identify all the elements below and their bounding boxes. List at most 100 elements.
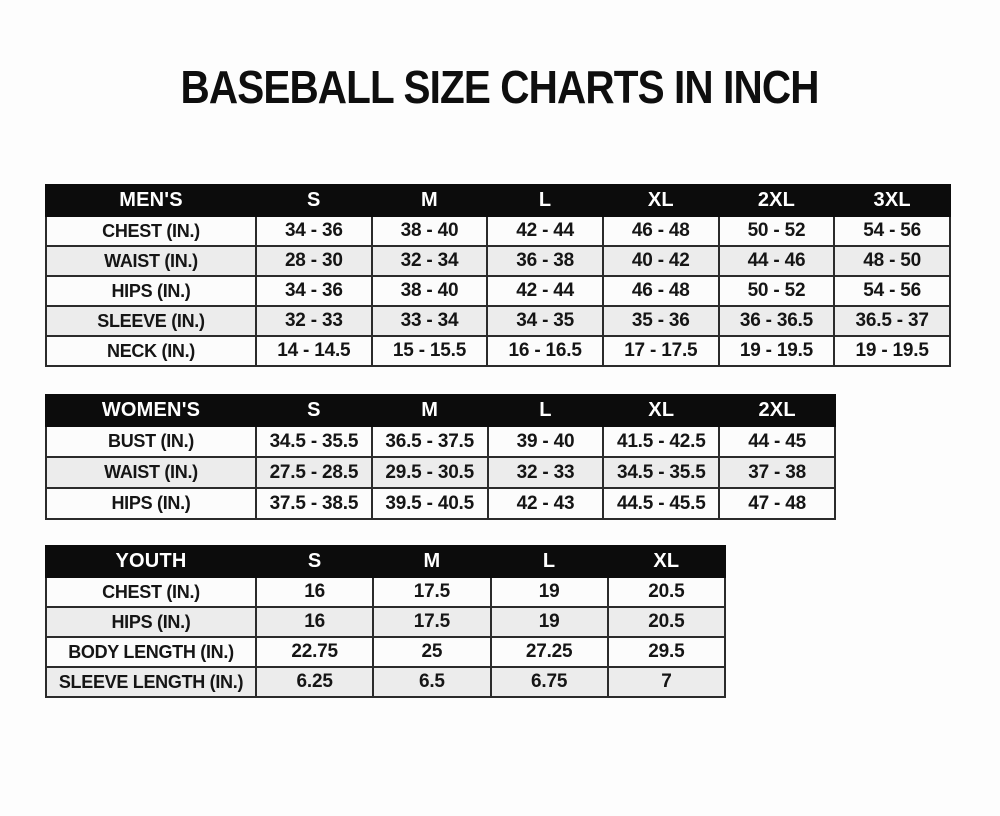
size-value-cell: 17.5 (372, 576, 492, 608)
size-value-cell: 6.5 (372, 666, 492, 698)
size-value-cell: 20.5 (606, 576, 727, 608)
size-value-cell: 44 - 46 (717, 245, 836, 277)
row-label: HIPS (IN.) (45, 606, 257, 638)
size-column-header: XL (602, 394, 721, 427)
size-column-header: M (370, 394, 489, 427)
table-row: CHEST (IN.) 16 17.5 19 20.5 (45, 576, 727, 608)
size-value-cell: 33 - 34 (370, 305, 489, 337)
size-value-cell: 17 - 17.5 (601, 335, 720, 367)
row-label: WAIST (IN.) (45, 456, 257, 489)
youth-size-table: YOUTH S M L XL CHEST (IN.) 16 17.5 19 20.5 HIPS (… (45, 545, 727, 698)
size-value-cell: 36 - 36.5 (717, 305, 836, 337)
table-row: WAIST (IN.) 27.5 - 28.5 29.5 - 30.5 32 - 33… (45, 456, 836, 489)
size-value-cell: 27.5 - 28.5 (255, 456, 373, 489)
size-value-cell: 34.5 - 35.5 (255, 425, 373, 458)
size-value-cell: 34.5 - 35.5 (602, 456, 721, 489)
size-value-cell: 42 - 44 (486, 215, 604, 247)
row-label: CHEST (IN.) (45, 215, 257, 247)
size-column-header: M (372, 545, 492, 578)
size-value-cell: 27.25 (489, 636, 609, 668)
size-value-cell: 6.75 (489, 666, 609, 698)
size-value-cell: 41.5 - 42.5 (602, 425, 721, 458)
table-row: WAIST (IN.) 28 - 30 32 - 34 36 - 38 40 - 42 4… (45, 245, 951, 277)
size-value-cell: 44.5 - 45.5 (602, 487, 721, 520)
size-value-cell: 37.5 - 38.5 (255, 487, 373, 520)
size-value-cell: 37 - 38 (718, 456, 836, 489)
table-row: BODY LENGTH (IN.) 22.75 25 27.25 29.5 (45, 636, 727, 668)
title-container: BASEBALL SIZE CHARTS IN INCH (0, 64, 1000, 110)
table-row: HIPS (IN.) 37.5 - 38.5 39.5 - 40.5 42 - 43 4… (45, 487, 836, 520)
table-row: SLEEVE LENGTH (IN.) 6.25 6.5 6.75 7 (45, 666, 727, 698)
size-value-cell: 54 - 56 (833, 275, 951, 307)
size-value-cell: 42 - 43 (486, 487, 605, 520)
table-row: CHEST (IN.) 34 - 36 38 - 40 42 - 44 46 - 48 5… (45, 215, 951, 247)
womens-table-header: WOMEN'S S M L XL 2XL (45, 394, 836, 427)
size-value-cell: 36 - 38 (486, 245, 604, 277)
size-column-header: M (370, 184, 489, 217)
size-column-header: 2XL (718, 394, 836, 427)
row-label: HIPS (IN.) (45, 487, 257, 520)
size-value-cell: 46 - 48 (601, 275, 720, 307)
row-label: WAIST (IN.) (45, 245, 257, 277)
size-value-cell: 19 (489, 576, 609, 608)
table-row: SLEEVE (IN.) 32 - 33 33 - 34 34 - 35 35 - 36… (45, 305, 951, 337)
size-value-cell: 19 (489, 606, 609, 638)
size-value-cell: 6.25 (254, 666, 375, 698)
size-value-cell: 16 - 16.5 (486, 335, 604, 367)
size-value-cell: 54 - 56 (833, 215, 951, 247)
page-title: BASEBALL SIZE CHARTS IN INCH (180, 61, 820, 113)
table-group-title-cell: WOMEN'S (45, 394, 257, 427)
table-row: HIPS (IN.) 34 - 36 38 - 40 42 - 44 46 - 48 50… (45, 275, 951, 307)
table-header-row: MEN'S S M L XL 2XL 3XL (45, 184, 951, 217)
size-value-cell: 32 - 34 (370, 245, 489, 277)
size-column-header: S (255, 184, 373, 217)
size-column-header: L (486, 184, 604, 217)
row-label: NECK (IN.) (45, 335, 257, 367)
size-column-header: S (255, 394, 373, 427)
size-charts-container: MEN'S S M L XL 2XL 3XL CHEST (IN.) 34 - 36 38 - … (45, 184, 1000, 698)
row-label: HIPS (IN.) (45, 275, 257, 307)
size-value-cell: 50 - 52 (717, 275, 836, 307)
size-column-header: 3XL (833, 184, 951, 217)
size-value-cell: 46 - 48 (601, 215, 720, 247)
size-value-cell: 40 - 42 (601, 245, 720, 277)
table-row: NECK (IN.) 14 - 14.5 15 - 15.5 16 - 16.5 17 … (45, 335, 951, 367)
size-value-cell: 39.5 - 40.5 (370, 487, 489, 520)
size-value-cell: 34 - 35 (486, 305, 604, 337)
size-value-cell: 14 - 14.5 (255, 335, 373, 367)
size-value-cell: 7 (606, 666, 727, 698)
size-value-cell: 34 - 36 (255, 275, 373, 307)
size-value-cell: 16 (254, 576, 375, 608)
youth-table-header: YOUTH S M L XL (45, 545, 727, 578)
size-value-cell: 36.5 - 37 (833, 305, 951, 337)
size-value-cell: 17.5 (372, 606, 492, 638)
size-column-header: XL (606, 545, 727, 578)
mens-size-table: MEN'S S M L XL 2XL 3XL CHEST (IN.) 34 - 36 38 - … (45, 184, 951, 367)
size-column-header: L (489, 545, 609, 578)
row-label: BUST (IN.) (45, 425, 257, 458)
size-value-cell: 25 (372, 636, 492, 668)
row-label: BODY LENGTH (IN.) (45, 636, 257, 668)
size-column-header: 2XL (717, 184, 836, 217)
size-value-cell: 19 - 19.5 (833, 335, 951, 367)
size-value-cell: 35 - 36 (601, 305, 720, 337)
size-value-cell: 50 - 52 (717, 215, 836, 247)
size-value-cell: 20.5 (606, 606, 727, 638)
size-column-header: XL (601, 184, 720, 217)
mens-table-header: MEN'S S M L XL 2XL 3XL (45, 184, 951, 217)
size-value-cell: 29.5 - 30.5 (370, 456, 489, 489)
size-value-cell: 15 - 15.5 (370, 335, 489, 367)
womens-size-table: WOMEN'S S M L XL 2XL BUST (IN.) 34.5 - 35.5 36.… (45, 394, 836, 520)
table-group-title-cell: YOUTH (45, 545, 257, 578)
size-value-cell: 32 - 33 (486, 456, 605, 489)
table-header-row: YOUTH S M L XL (45, 545, 727, 578)
size-value-cell: 28 - 30 (255, 245, 373, 277)
size-value-cell: 42 - 44 (486, 275, 604, 307)
table-row: HIPS (IN.) 16 17.5 19 20.5 (45, 606, 727, 638)
size-column-header: S (254, 545, 375, 578)
size-value-cell: 47 - 48 (718, 487, 836, 520)
size-value-cell: 32 - 33 (255, 305, 373, 337)
size-value-cell: 34 - 36 (255, 215, 373, 247)
size-value-cell: 22.75 (254, 636, 375, 668)
row-label: CHEST (IN.) (45, 576, 257, 608)
